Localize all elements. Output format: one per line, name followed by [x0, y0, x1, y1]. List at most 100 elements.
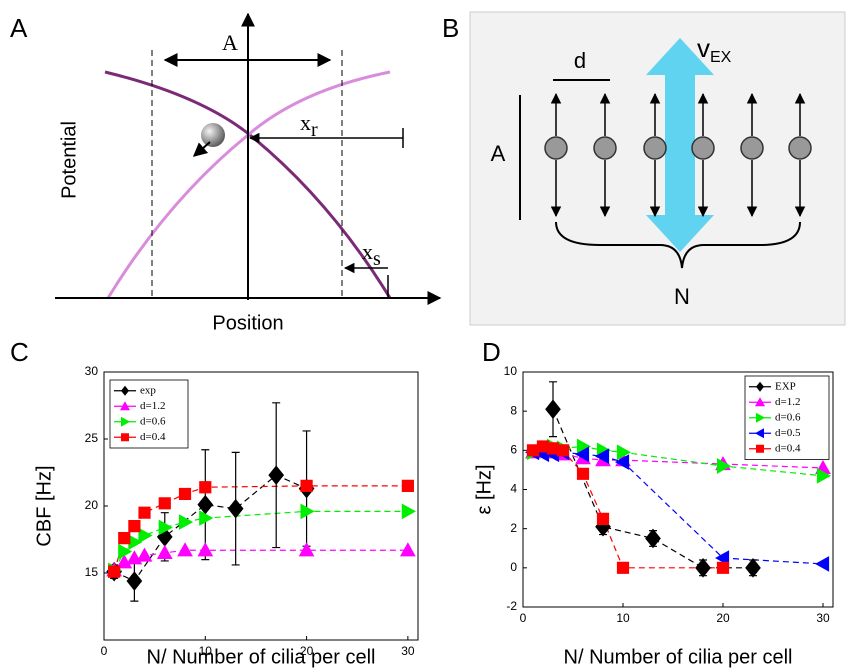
panel-letter: A — [10, 13, 28, 43]
data-point — [158, 519, 173, 536]
y-tick-label: 10 — [504, 364, 518, 378]
legend-marker — [121, 433, 129, 442]
legend-marker — [756, 381, 764, 392]
n-label: N — [674, 284, 690, 309]
y-label: Potential — [58, 121, 80, 199]
data-point — [116, 554, 133, 569]
y-tick-label: -2 — [506, 599, 517, 613]
x-tick-label: 30 — [816, 611, 830, 625]
legend-label: d=0.6 — [775, 411, 801, 423]
data-point — [300, 479, 313, 492]
data-point — [268, 465, 285, 485]
x-tick-label: 20 — [300, 644, 314, 658]
data-point — [714, 550, 730, 566]
data-point — [645, 528, 661, 549]
legend-label: d=0.5 — [775, 427, 801, 439]
y-tick-label: 6 — [510, 443, 517, 457]
data-point — [300, 503, 315, 520]
legend-marker — [756, 444, 764, 453]
data-point — [745, 558, 761, 578]
xs-base: x — [362, 239, 373, 264]
panel-letter: B — [442, 13, 459, 43]
panel-letter: D — [482, 337, 501, 367]
d-label: d — [574, 48, 586, 73]
x-axis-label: N/ Number of cilia per cell — [147, 646, 376, 668]
x-label: Position — [212, 312, 283, 334]
legend-marker — [121, 416, 130, 427]
legend-marker — [120, 401, 130, 411]
y-tick-label: 20 — [85, 498, 99, 512]
data-point — [400, 542, 416, 557]
data-point — [199, 510, 214, 526]
x-axis-label: N/ Number of cilia per cell — [564, 646, 793, 668]
data-point — [616, 444, 632, 461]
data-point — [178, 487, 192, 501]
data-point — [526, 444, 540, 457]
data-point — [128, 520, 141, 533]
legend-label: d=1.2 — [775, 396, 800, 408]
brace — [555, 221, 801, 269]
data-point — [576, 467, 590, 480]
data-point — [177, 542, 193, 557]
data-point — [118, 543, 133, 560]
data-point — [401, 479, 414, 492]
y-tick-label: 0 — [510, 560, 517, 574]
y-tick-label: 25 — [85, 431, 99, 445]
data-point — [716, 458, 732, 474]
panel-a: A A xr xs Potential Position — [10, 12, 442, 334]
data-point — [108, 565, 121, 578]
data-point — [178, 514, 194, 530]
data-point — [156, 544, 173, 559]
xs-sub: s — [373, 248, 381, 270]
y-axis-label: CBF [Hz] — [33, 465, 55, 546]
series-line — [113, 510, 408, 571]
legend-label: d=1.2 — [140, 400, 165, 412]
data-point — [616, 561, 630, 574]
data-point — [614, 454, 630, 470]
cilium — [788, 136, 812, 160]
data-point — [197, 542, 214, 557]
v-sub: EX — [710, 49, 732, 66]
y-tick-label: 8 — [510, 403, 517, 417]
data-point — [556, 444, 570, 457]
amplitude-label: A — [222, 30, 238, 55]
data-point — [814, 556, 830, 572]
data-point — [227, 498, 244, 519]
cilium — [643, 136, 667, 160]
legend-marker — [121, 385, 129, 396]
x-tick-label: 20 — [716, 611, 730, 625]
data-point — [695, 558, 711, 578]
legend-marker — [755, 428, 764, 439]
panel-box — [469, 11, 846, 326]
data-point — [716, 561, 730, 574]
data-point — [596, 512, 610, 525]
data-point — [118, 532, 131, 545]
y-tick-label: 15 — [85, 565, 99, 579]
legend-marker — [755, 397, 765, 407]
legend-label: d=0.4 — [140, 431, 166, 443]
cilia — [544, 92, 812, 218]
cilium — [593, 136, 617, 160]
cilium — [544, 136, 568, 160]
xs-label: xs — [362, 239, 381, 270]
v-label: vEX — [697, 33, 732, 66]
data-point — [594, 448, 610, 465]
legend-marker — [756, 412, 765, 423]
data-point — [401, 503, 416, 520]
panel-b: B d vEX A N — [442, 11, 846, 326]
cilium — [691, 136, 715, 160]
v-base: v — [697, 33, 710, 63]
data-point — [158, 497, 171, 510]
xr-base: x — [300, 110, 311, 135]
data-point — [298, 542, 315, 557]
data-point — [199, 481, 212, 494]
y-axis-label: ε [Hz] — [473, 464, 495, 514]
xr-sub: r — [311, 119, 318, 141]
panel-letter: C — [10, 337, 29, 367]
legend-label: d=0.6 — [140, 415, 166, 427]
x-tick-label: 30 — [401, 644, 415, 658]
legend-label: EXP — [775, 380, 796, 392]
series-line — [532, 451, 824, 565]
data-point — [136, 547, 153, 562]
